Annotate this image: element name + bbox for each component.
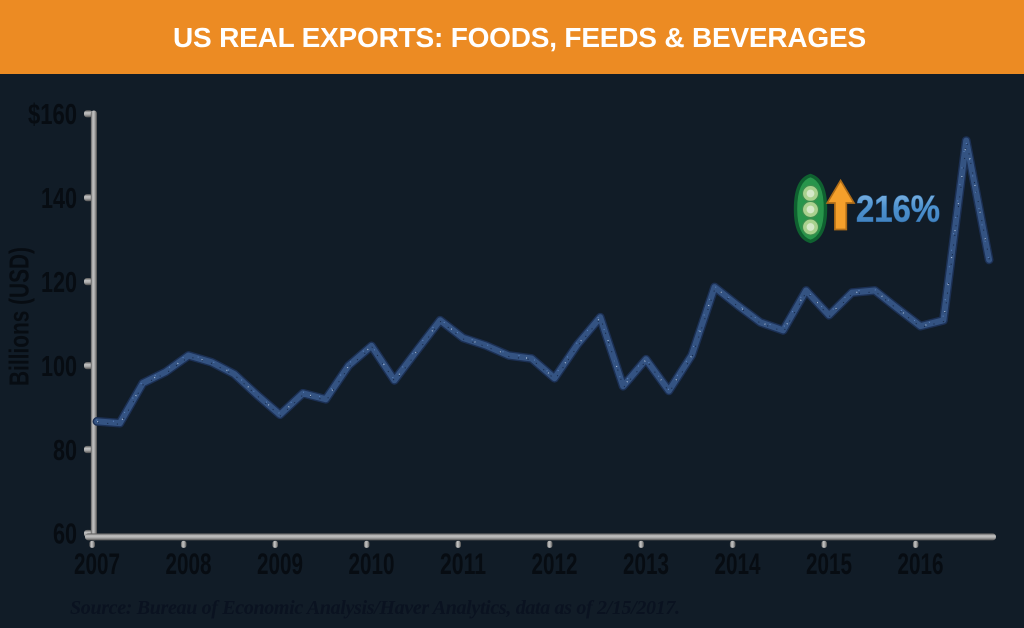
svg-text:140: 140 xyxy=(41,183,77,215)
svg-text:80: 80 xyxy=(53,435,77,467)
svg-text:2015: 2015 xyxy=(806,548,852,581)
svg-text:100: 100 xyxy=(41,351,77,383)
svg-text:2013: 2013 xyxy=(623,548,669,581)
svg-text:60: 60 xyxy=(53,519,77,551)
svg-text:2016: 2016 xyxy=(898,548,944,581)
svg-text:2010: 2010 xyxy=(349,548,395,581)
svg-text:$160: $160 xyxy=(28,99,77,131)
svg-text:216%: 216% xyxy=(856,189,940,230)
svg-text:2009: 2009 xyxy=(257,548,303,581)
svg-text:2012: 2012 xyxy=(532,548,578,581)
svg-text:2011: 2011 xyxy=(440,548,486,581)
svg-text:2007: 2007 xyxy=(74,548,120,581)
svg-text:Source: Bureau of Economic Ana: Source: Bureau of Economic Analysis/Have… xyxy=(70,597,680,619)
svg-text:120: 120 xyxy=(41,267,77,299)
svg-text:Billions (USD): Billions (USD) xyxy=(4,247,35,386)
svg-text:2014: 2014 xyxy=(715,548,761,581)
svg-text:2008: 2008 xyxy=(166,548,212,581)
